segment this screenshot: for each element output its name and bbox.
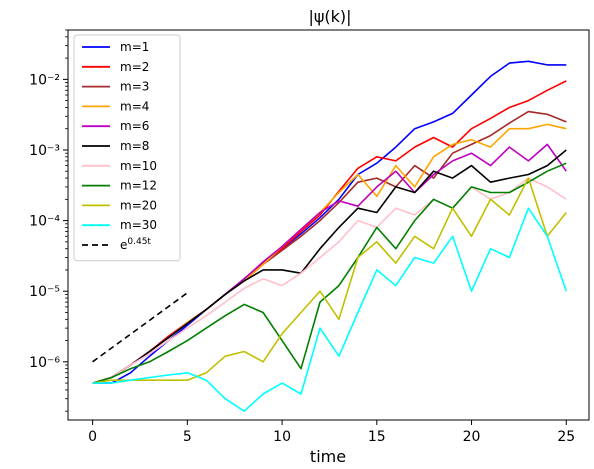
y-tick-label: 10⁻⁴ [29, 214, 60, 230]
legend-box [73, 34, 181, 262]
series-line-7 [92, 162, 567, 384]
legend-label-6: m=10 [120, 159, 157, 173]
series-line-9 [92, 207, 568, 413]
series-line-5 [92, 149, 567, 384]
y-tick-label: 10⁻³ [29, 143, 60, 159]
legend-label-2: m=3 [120, 80, 149, 94]
series-layer [92, 60, 568, 413]
x-axis-title: time [310, 447, 346, 466]
y-tick-label: 10⁻⁶ [29, 355, 60, 371]
y-tick-label: 10⁻⁵ [29, 284, 60, 300]
legend-label-3: m=4 [120, 99, 149, 113]
legend-label-10: e0.45t [120, 237, 151, 252]
series-line-8 [92, 177, 567, 384]
series-line-6 [92, 177, 567, 384]
legend-label-5: m=8 [120, 139, 149, 153]
plot-frame [67, 29, 590, 421]
x-tick-label: 15 [368, 429, 386, 445]
legend-label-9: m=30 [120, 218, 157, 232]
x-tick-label: 0 [88, 429, 97, 445]
axes-layer: 0 5 10 15 20 25 10⁻⁶ 10⁻⁵ 10⁻⁴ 10⁻³ 10⁻² [29, 29, 575, 445]
y-tick-label: 10⁻² [29, 72, 60, 88]
legend-label-7: m=12 [120, 179, 157, 193]
legend: m=1 m=2 m=3 m=4 m=6 m=8 m=10 m=12 m=20 m=30 e0.45t [73, 34, 181, 262]
legend-label-4: m=6 [120, 119, 149, 133]
x-tick-label: 25 [557, 429, 575, 445]
legend-label-8: m=20 [120, 198, 157, 212]
x-tick-label: 5 [183, 429, 192, 445]
legend-label-1: m=2 [120, 60, 149, 74]
x-tick-label: 10 [273, 429, 291, 445]
legend-label-0: m=1 [120, 40, 149, 54]
x-tick-label: 20 [463, 429, 481, 445]
chart-title: |ψ(k)| [308, 7, 351, 26]
